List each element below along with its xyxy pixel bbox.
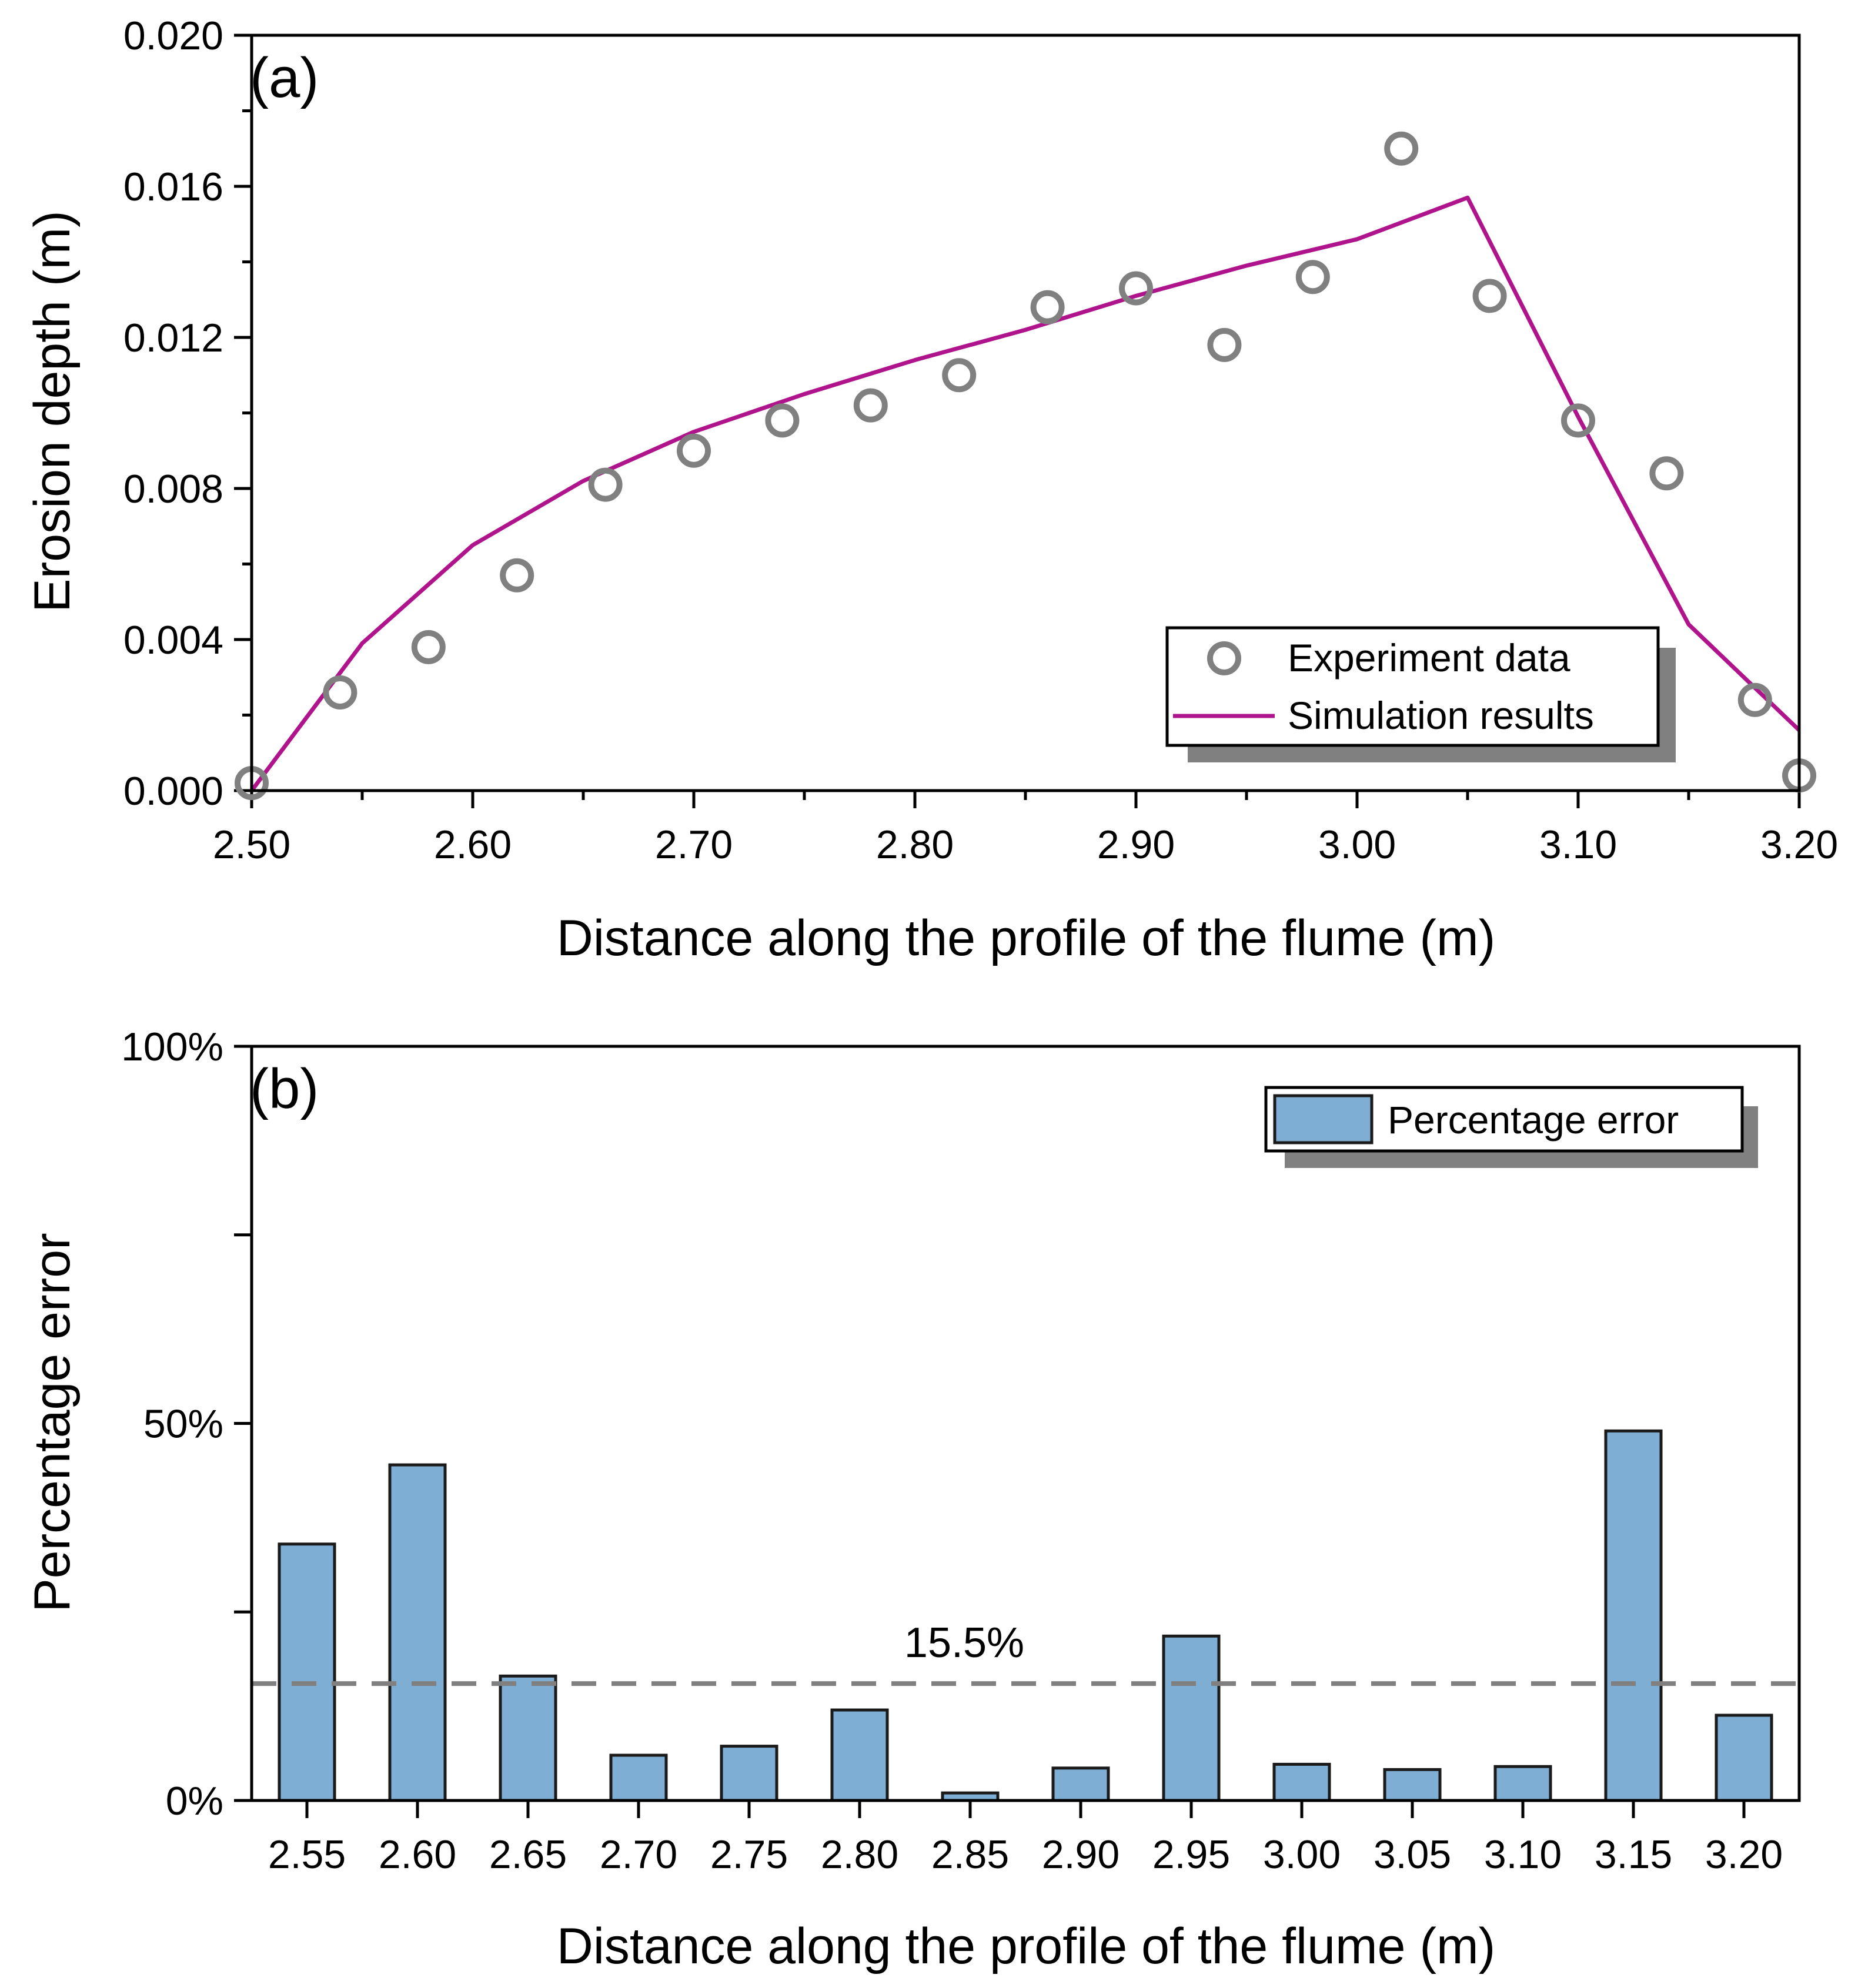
percentage-error-bar [388,1463,447,1802]
panel-b-x-tick-label: 2.85 [931,1832,1009,1877]
panel-b-x-axis-label: Distance along the profile of the flume … [557,1918,1496,1974]
panel-a-y-tick-label: 0.020 [123,14,223,58]
panel-b-bars [278,1429,1773,1802]
panel-b-x-tick-label: 3.20 [1705,1832,1783,1877]
panel-a-y-tick-label: 0.000 [123,769,223,814]
panel-b-x-tick-label: 2.65 [489,1832,567,1877]
panel-a-x-tick-labels: 2.50 2.60 2.70 2.80 2.90 3.00 3.10 3.20 [213,822,1838,867]
panel-b-x-tick-label: 2.80 [821,1832,898,1877]
percentage-error-bar [499,1674,557,1802]
panel-a-x-tick-label: 2.90 [1097,822,1175,867]
panel-b-x-tick-label: 3.15 [1595,1832,1672,1877]
panel-a-erosion-depth-chart: 2.50 2.60 2.70 2.80 2.90 3.00 3.10 3.20 0.0000.… [24,14,1838,966]
panel-b-x-tick-label: 2.60 [379,1832,456,1877]
experiment-data-point [1295,260,1330,294]
legend-percentage-error-swatch [1273,1094,1374,1144]
panel-a-x-tick-label: 3.10 [1539,822,1617,867]
experiment-data-point [1561,403,1595,438]
panel-a-experiment-points [235,131,1816,801]
percentage-error-bar [1604,1429,1663,1802]
panel-a-x-tick-label: 3.00 [1318,822,1396,867]
panel-b-mean-reference-label: 15.5% [904,1619,1024,1666]
panel-a-label: (a) [250,46,319,109]
legend-simulation-label: Simulation results [1288,694,1594,737]
legend-percentage-error-label: Percentage error [1388,1098,1679,1142]
experiment-data-point [1737,682,1772,717]
legend-experiment-marker [1207,641,1241,675]
panel-a-y-tick-label: 0.012 [123,316,223,360]
percentage-error-bar [1272,1762,1331,1802]
percentage-error-bar [1383,1768,1442,1802]
panel-b-percentage-error-chart: 2.55 2.60 2.65 2.70 2.75 2.80 2.85 2.90 2.95 3.00… [24,1025,1801,1974]
panel-b-plot-frame [250,1045,1801,1802]
percentage-error-bar [1715,1713,1773,1802]
panel-b-x-tick-label: 3.10 [1484,1832,1562,1877]
percentage-error-bar [278,1542,336,1802]
panel-b-x-tick-label: 2.75 [710,1832,788,1877]
experiment-data-point [1207,327,1242,362]
panel-b-y-tick-label: 100% [121,1025,223,1069]
percentage-error-bar [1051,1766,1110,1802]
percentage-error-bar [1493,1765,1552,1802]
panel-b-label: (b) [250,1057,319,1120]
percentage-error-bar [720,1745,778,1802]
experiment-data-point [1472,279,1507,313]
experiment-data-point [411,630,446,664]
panel-a-x-tick-label: 2.70 [655,822,733,867]
panel-b-x-tick-label: 2.55 [268,1832,346,1877]
simulation-results-line [250,195,1801,792]
panel-b-x-tick-label: 2.90 [1042,1832,1120,1877]
panel-a-y-tick-label: 0.008 [123,467,223,511]
panel-a-x-axis-label: Distance along the profile of the flume … [557,910,1496,966]
experiment-data-point [942,358,977,393]
panel-a-x-tick-label: 2.60 [434,822,512,867]
percentage-error-bar [830,1708,889,1802]
panel-a-ticks [234,34,1801,808]
panel-a-x-tick-label: 2.50 [213,822,290,867]
percentage-error-bar [1162,1634,1221,1802]
legend-experiment-label: Experiment data [1288,636,1570,680]
panel-a-legend: Experiment data Simulation results [1165,626,1676,762]
panel-a-legend-box [1165,626,1660,747]
panel-b-ticks [234,1045,1746,1818]
panel-b-x-tick-labels: 2.55 2.60 2.65 2.70 2.75 2.80 2.85 2.90 2.95 3.00… [268,1832,1783,1877]
panel-a-y-tick-label: 0.016 [123,165,223,209]
panel-a-y-tick-label: 0.004 [123,618,223,662]
panel-b-y-tick-label: 50% [143,1402,223,1447]
panel-b-y-tick-labels: 0% 50% 100% [121,1025,223,1823]
panel-a-y-tick-labels: 0.000 0.004 0.008 0.012 0.016 0.020 [123,14,223,814]
panel-b-legend: Percentage error [1264,1086,1758,1168]
experiment-data-point [1119,271,1153,306]
panel-b-y-axis-label: Percentage error [24,1233,81,1612]
panel-b-x-tick-label: 3.00 [1263,1832,1341,1877]
panel-a-plot-frame [250,34,1801,792]
experiment-data-point [500,558,534,593]
experiment-data-point [1030,290,1065,324]
experiment-data-point [588,467,623,502]
experiment-data-point [1649,456,1684,491]
panel-a-x-tick-label: 3.20 [1760,822,1838,867]
panel-a-y-axis-label: Erosion depth (m) [24,210,81,613]
experiment-data-point [1384,131,1419,166]
experiment-data-point [853,388,888,423]
experiment-data-point [765,403,800,438]
panel-b-y-tick-label: 0% [166,1779,223,1823]
panel-b-x-tick-label: 2.70 [600,1832,677,1877]
experiment-data-point [677,433,711,468]
panel-b-x-tick-label: 3.05 [1374,1832,1451,1877]
experiment-data-point [323,675,357,709]
panel-a-simulation-line [250,195,1801,792]
panel-b-x-tick-label: 2.95 [1152,1832,1230,1877]
percentage-error-bar [609,1753,668,1802]
panel-a-x-tick-label: 2.80 [876,822,954,867]
